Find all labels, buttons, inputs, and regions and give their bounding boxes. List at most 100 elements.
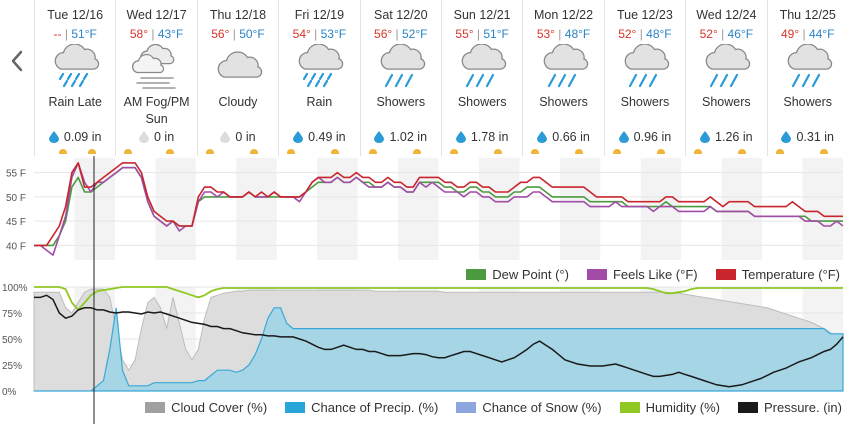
- high-temp: 53°: [536, 27, 555, 41]
- showers-icon: [780, 43, 836, 90]
- day-column[interactable]: Sun 12/21 55° | 51°F Showers 1.78 in: [440, 0, 522, 156]
- showers-icon: [698, 43, 754, 90]
- high-temp: 58°: [129, 27, 149, 41]
- sun-markers: [768, 149, 848, 155]
- legend-swatch: [456, 402, 477, 413]
- day-date: Mon 12/22: [534, 8, 594, 22]
- day-condition: Rain: [306, 95, 333, 109]
- legend-item[interactable]: Chance of Precip. (%): [285, 400, 438, 415]
- raindrop-icon: [781, 131, 792, 143]
- sun-markers: [279, 149, 359, 155]
- temp-separator: |: [473, 27, 484, 41]
- legend-label: Feels Like (°F): [612, 267, 698, 282]
- day-temps: 52° | 46°F: [686, 27, 766, 41]
- legend-label: Humidity (%): [645, 400, 720, 415]
- sunrise-icon: [287, 149, 296, 154]
- low-temp: 51°F: [71, 27, 97, 41]
- day-precip: 0 in: [116, 130, 196, 144]
- sun-markers: [116, 149, 196, 155]
- chart-band: [802, 158, 843, 260]
- raindrop-icon: [48, 131, 59, 143]
- day-column[interactable]: Tue 12/23 52° | 48°F Showers 0.96 in: [603, 0, 685, 156]
- high-temp: 56°: [211, 27, 230, 41]
- sunset-icon: [738, 149, 747, 154]
- sun-markers: [442, 149, 522, 155]
- legend-item[interactable]: Pressure. (in): [737, 400, 842, 415]
- y-tick-label: 50%: [2, 335, 22, 346]
- sunset-icon: [575, 149, 584, 154]
- precip-amount: 0.96 in: [633, 130, 672, 144]
- sunset-icon: [493, 149, 502, 154]
- day-precip: 0.96 in: [605, 130, 685, 144]
- prev-days-button[interactable]: [6, 46, 28, 76]
- precip-amount: 0.09 in: [63, 130, 102, 144]
- legend-item[interactable]: Chance of Snow (%): [456, 400, 602, 415]
- temp-separator: |: [229, 27, 240, 41]
- chart-band: [236, 158, 277, 260]
- chart-band: [317, 158, 358, 260]
- day-date: Thu 12/25: [779, 8, 836, 22]
- chart-band: [721, 158, 763, 260]
- sun-markers: [361, 149, 441, 155]
- legend-item[interactable]: Temperature (°F): [715, 267, 840, 282]
- legend-swatch: [466, 269, 487, 280]
- high-temp: 56°: [374, 27, 393, 41]
- day-date: Fri 12/19: [294, 8, 345, 22]
- legend-label: Chance of Precip. (%): [311, 400, 439, 415]
- legend-item[interactable]: Humidity (%): [619, 400, 720, 415]
- raindrop-icon: [455, 131, 466, 143]
- legend-item[interactable]: Dew Point (°): [466, 267, 569, 282]
- forecast-days: Tue 12/16 -- | 51°F Rain Late 0.09 in We…: [34, 0, 848, 156]
- raindrop-icon: [700, 131, 711, 143]
- conditions-legend: Cloud Cover (%) Chance of Precip. (%) Chan…: [127, 400, 842, 415]
- y-tick-label: 45 F: [6, 217, 26, 228]
- sunrise-icon: [694, 149, 703, 154]
- day-date: Wed 12/17: [126, 8, 187, 22]
- precip-amount: 0 in: [154, 130, 175, 144]
- day-temps: 53° | 48°F: [523, 27, 603, 41]
- low-temp: 44°F: [808, 27, 835, 41]
- temp-separator: |: [717, 27, 728, 41]
- day-column[interactable]: Thu 12/18 56° | 50°F Cloudy 0 in: [196, 0, 278, 156]
- low-temp: 52°F: [401, 27, 428, 41]
- day-column[interactable]: Tue 12/16 -- | 51°F Rain Late 0.09 in: [34, 0, 115, 156]
- series-line: [34, 162, 844, 256]
- high-temp: 52°: [618, 27, 637, 41]
- sunset-icon: [819, 149, 828, 154]
- temp-separator: |: [148, 27, 158, 41]
- day-column[interactable]: Wed 12/17 58° | 43°F AM Fog/PM Sun 0 in: [115, 0, 196, 156]
- showers-icon: [454, 43, 510, 90]
- sunrise-icon: [368, 149, 377, 154]
- legend-label: Cloud Cover (%): [171, 400, 268, 415]
- day-column[interactable]: Thu 12/25 49° | 44°F Showers 0.31 in: [766, 0, 848, 156]
- temp-separator: |: [554, 27, 565, 41]
- showers-icon: [617, 43, 673, 90]
- y-tick-label: 100%: [2, 283, 28, 294]
- precip-amount: 1.78 in: [470, 130, 509, 144]
- day-date: Tue 12/23: [617, 8, 673, 22]
- day-column[interactable]: Fri 12/19 54° | 53°F Rain 0.49 in: [278, 0, 359, 156]
- legend-item[interactable]: Cloud Cover (%): [145, 400, 267, 415]
- day-condition: Showers: [783, 95, 833, 109]
- low-temp: 46°F: [727, 27, 754, 41]
- day-condition: Showers: [376, 95, 426, 109]
- raindrop-icon: [618, 131, 629, 143]
- legend-swatch: [715, 269, 736, 280]
- showers-icon: [373, 43, 429, 90]
- precip-amount: 0 in: [235, 130, 256, 144]
- day-temps: -- | 51°F: [35, 27, 115, 41]
- low-temp: 48°F: [646, 27, 672, 41]
- sun-markers: [523, 149, 603, 155]
- day-condition: Cloudy: [218, 95, 258, 109]
- day-condition: Showers: [457, 95, 507, 109]
- sunrise-icon: [205, 149, 214, 154]
- legend-item[interactable]: Feels Like (°F): [586, 267, 698, 282]
- precip-chance-area: [34, 307, 844, 392]
- day-column[interactable]: Wed 12/24 52° | 46°F Showers 1.26 in: [685, 0, 766, 156]
- low-temp: 50°F: [239, 27, 265, 41]
- day-column[interactable]: Mon 12/22 53° | 48°F Showers 0.66 in: [522, 0, 603, 156]
- sunrise-icon: [124, 149, 133, 154]
- pressure-line: [34, 294, 844, 388]
- legend-swatch: [145, 402, 166, 413]
- day-column[interactable]: Sat 12/20 56° | 52°F Showers 1.02 in: [359, 0, 441, 156]
